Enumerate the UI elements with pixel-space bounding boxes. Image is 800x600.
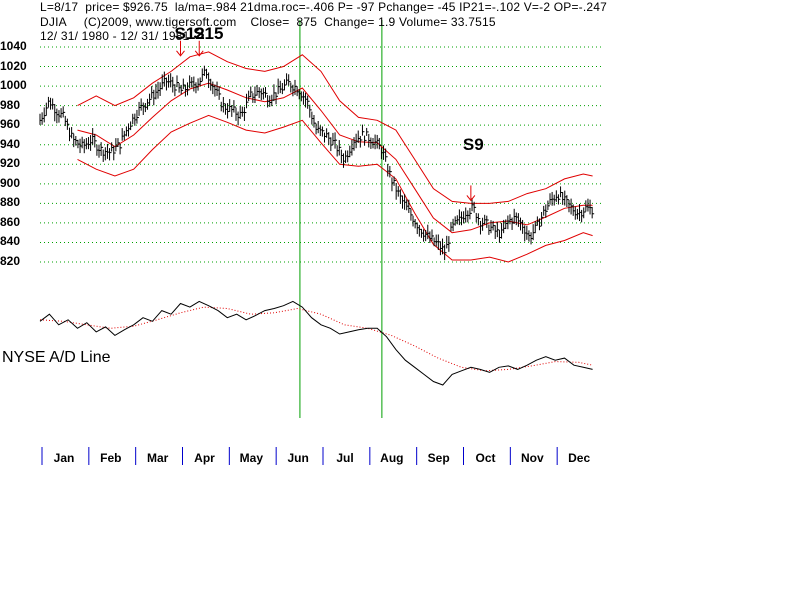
month-label: Oct bbox=[475, 451, 496, 465]
signal-arrow-head bbox=[176, 50, 185, 57]
month-label: May bbox=[239, 451, 263, 465]
y-tick-label: 900 bbox=[0, 175, 21, 190]
month-label: Aug bbox=[380, 451, 404, 465]
y-tick-label: 1040 bbox=[0, 39, 27, 53]
y-tick-label: 960 bbox=[0, 117, 21, 132]
signal-label-s9: S9 bbox=[462, 135, 484, 154]
month-label: Jun bbox=[287, 451, 309, 465]
month-label: Feb bbox=[100, 451, 122, 465]
y-tick-label: 840 bbox=[0, 234, 21, 249]
header-date-range: 12/ 31/ 1980 - 12/ 31/ 1981 bbox=[40, 29, 190, 43]
ad-line bbox=[39, 300, 593, 386]
signal-label-s15: S15 bbox=[193, 24, 224, 43]
moving-average-line bbox=[77, 82, 593, 234]
month-label: Apr bbox=[194, 451, 215, 465]
month-label: Nov bbox=[520, 451, 544, 465]
month-label: Jan bbox=[53, 451, 75, 465]
lower-band-line bbox=[77, 114, 593, 263]
signal-label-s12: S12 bbox=[174, 24, 205, 43]
y-tick-label: 1020 bbox=[0, 58, 27, 73]
signal-arrow-head bbox=[194, 50, 204, 57]
y-tick-label: 820 bbox=[0, 254, 21, 268]
month-label: Sep bbox=[427, 451, 450, 465]
y-tick-label: 940 bbox=[0, 136, 21, 151]
signal-arrow-head bbox=[466, 195, 476, 202]
y-tick-label: 920 bbox=[0, 156, 21, 171]
y-tick-label: 880 bbox=[0, 195, 21, 210]
ad-moving-average-line bbox=[39, 306, 593, 372]
header-title-line: DJIA (C)2009, www.tigersoft.com Close= 8… bbox=[40, 15, 496, 29]
month-label: Jul bbox=[336, 451, 354, 465]
upper-band-line bbox=[77, 51, 593, 204]
month-label: Dec bbox=[568, 451, 591, 465]
y-tick-label: 860 bbox=[0, 214, 21, 229]
ad-line-label: NYSE A/D Line bbox=[2, 349, 111, 366]
header-stats-line: L=8/17 price= $926.75 la/ma=.984 21dma.r… bbox=[40, 0, 608, 14]
y-tick-label: 1000 bbox=[0, 78, 27, 93]
month-label: Mar bbox=[146, 451, 169, 465]
y-tick-label: 980 bbox=[0, 97, 21, 112]
